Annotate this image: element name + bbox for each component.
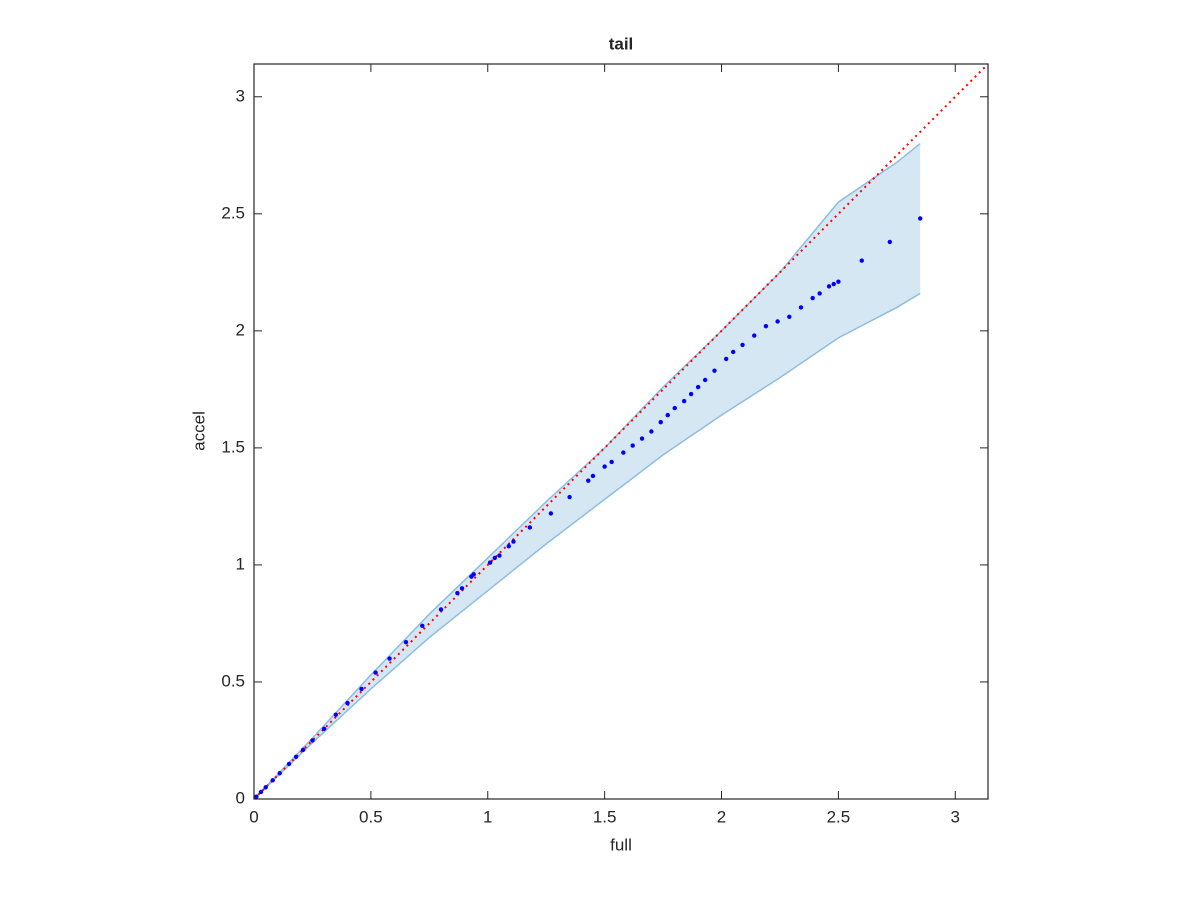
point [511, 539, 516, 544]
point [918, 216, 923, 221]
point [658, 419, 663, 425]
axes-box [253, 63, 989, 800]
x-tick-label: 3 [951, 807, 960, 826]
band-edge [253, 292, 921, 800]
point [665, 412, 670, 418]
y-tick-label: 1.5 [221, 437, 245, 456]
point [817, 291, 822, 296]
point [471, 572, 476, 577]
point [810, 295, 815, 301]
point [492, 555, 497, 561]
point [321, 726, 327, 731]
point [438, 607, 444, 612]
y-tick-label: 3 [236, 86, 245, 105]
point [254, 794, 259, 799]
point [403, 639, 409, 645]
point [300, 747, 306, 753]
point [740, 342, 745, 348]
point [548, 511, 554, 516]
point [286, 761, 292, 767]
point [763, 323, 769, 329]
point [630, 443, 635, 448]
point [270, 778, 275, 783]
point [359, 686, 364, 692]
point [497, 553, 502, 558]
point [681, 398, 687, 404]
point [621, 450, 626, 455]
point [688, 391, 694, 397]
point [567, 494, 572, 500]
point [731, 349, 736, 355]
point [277, 771, 282, 776]
point [527, 525, 533, 530]
point [609, 459, 614, 465]
point [859, 258, 864, 263]
x-axis-label: full [610, 835, 632, 854]
point [345, 700, 350, 706]
y-tick-label: 0 [236, 788, 245, 807]
y-tick-label: 1 [236, 554, 245, 573]
point [723, 356, 729, 362]
point [506, 543, 511, 549]
y-tick-label: 0.5 [221, 671, 245, 690]
point [310, 738, 315, 743]
point [826, 284, 832, 289]
x-tick-label: 0 [249, 807, 258, 826]
point [798, 305, 804, 310]
reference-line [253, 63, 989, 800]
point [787, 314, 792, 320]
point [752, 333, 757, 338]
point [836, 279, 841, 284]
point [333, 712, 339, 717]
point [586, 478, 591, 483]
band-area [254, 143, 921, 799]
x-tick-label: 1.5 [593, 807, 617, 826]
band-edge [253, 143, 921, 800]
point [639, 436, 645, 441]
point [373, 670, 378, 675]
point [459, 586, 465, 591]
point [590, 473, 596, 479]
x-tick-label: 0.5 [359, 807, 383, 826]
point [887, 239, 893, 245]
point [831, 281, 836, 287]
chart-title: tail [609, 34, 634, 53]
point [293, 754, 299, 760]
point [649, 429, 654, 434]
point [602, 464, 607, 469]
x-tick-label: 1 [483, 807, 492, 826]
point [775, 319, 780, 324]
point [487, 560, 493, 565]
point [672, 405, 677, 411]
y-tick-label: 2.5 [221, 203, 245, 222]
point [387, 656, 392, 661]
x-tick-label: 2.5 [827, 807, 851, 826]
point [712, 368, 717, 373]
point [420, 623, 425, 628]
point [702, 377, 708, 383]
y-tick-label: 2 [236, 320, 245, 339]
point [258, 789, 264, 795]
x-tick-label: 2 [717, 807, 726, 826]
point [263, 785, 268, 790]
y-axis-label: accel [189, 411, 208, 451]
point [455, 590, 460, 596]
point [695, 384, 701, 390]
